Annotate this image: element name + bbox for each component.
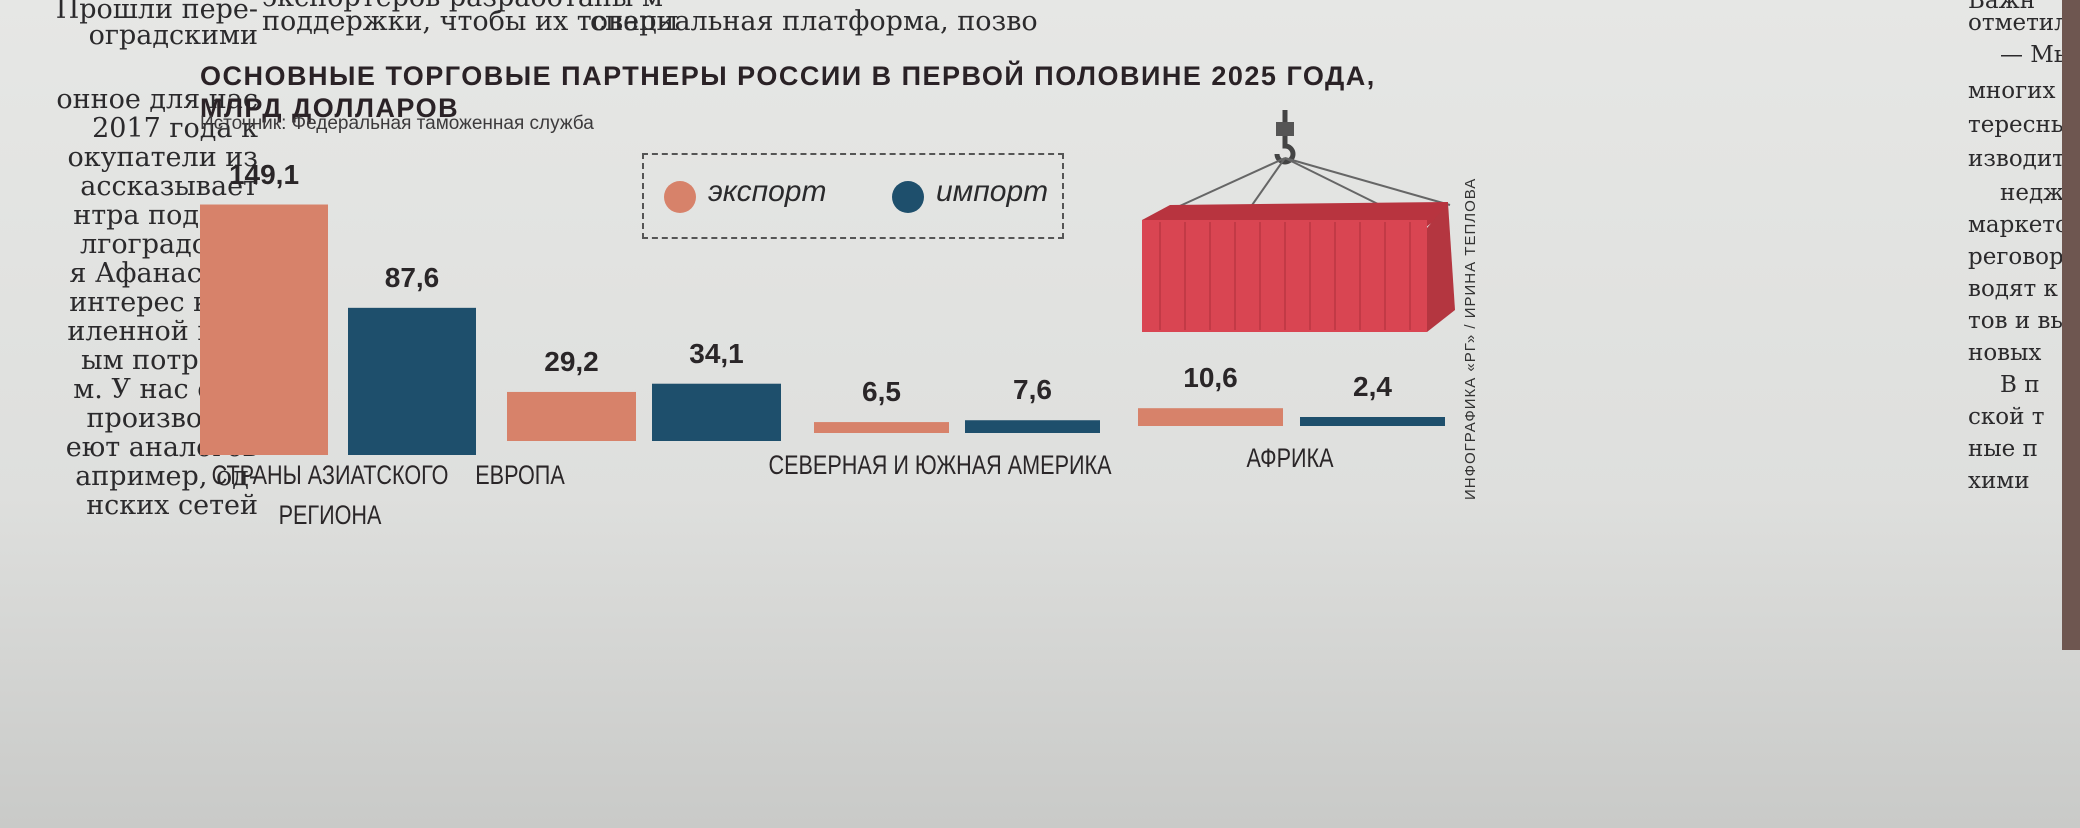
bar-export: [200, 204, 328, 455]
category-label-line: РЕГИОНА: [278, 500, 382, 530]
data-label: 87,6: [384, 261, 440, 293]
article-text-line: ской т: [1968, 404, 2045, 430]
legend-export-swatch: [664, 181, 696, 213]
bar-export: [1138, 408, 1283, 426]
category-label: АФРИКА: [1226, 438, 1354, 478]
chart-title: ОСНОВНЫЕ ТОРГОВЫЕ ПАРТНЕРЫ РОССИИ В ПЕРВ…: [200, 60, 1376, 124]
article-text-line: Важн: [1968, 0, 2036, 14]
article-text-line: поддержки, чтобы их товары: [262, 6, 679, 37]
article-text-line: отметил: [1968, 10, 2063, 36]
article-text-line: новых: [1968, 340, 2042, 366]
chart-source: Источник: Федеральная таможенная служба: [200, 113, 594, 134]
article-text-line: тов и вы: [1968, 308, 2063, 334]
category-label-line: ЕВРОПА: [475, 460, 565, 490]
article-text-line: изводите: [1968, 146, 2063, 172]
legend-import-label: импорт: [936, 175, 1049, 208]
legend-import-swatch: [892, 181, 924, 213]
data-label: 2,4: [1353, 371, 1392, 402]
bar-import: [965, 420, 1100, 433]
data-label: 6,5: [862, 376, 901, 408]
bar-import: [1300, 417, 1445, 426]
data-label: 149,1: [228, 158, 300, 190]
article-text-line: ассказывает: [80, 171, 258, 202]
article-text-line: окупатели из: [67, 142, 258, 173]
article-text-line: оградскими: [88, 20, 258, 51]
article-text-line: маркето: [1968, 212, 2063, 238]
category-label: СТРАНЫ АЗИАТСКОГО РЕГИОНА: [186, 455, 474, 535]
data-label: 34,1: [689, 337, 744, 369]
article-text-line: тересны: [1968, 112, 2063, 138]
data-label: 10,6: [1183, 362, 1238, 394]
article-text-line: реговор: [1968, 244, 2063, 270]
category-label: СЕВЕРНАЯ И ЮЖНАЯ АМЕРИКА: [732, 445, 1148, 485]
bar-export: [814, 422, 949, 433]
bar-chart: [200, 204, 1445, 455]
chart-title-line: МЛРД ДОЛЛАРОВ: [200, 93, 460, 123]
article-text-line: многих п: [1968, 78, 2063, 104]
article-text-line: нских сетей: [86, 490, 258, 521]
bar-import: [652, 383, 781, 441]
article-text-line: хими: [1968, 468, 2030, 494]
category-label-line: СТРАНЫ АЗИАТСКОГО: [211, 460, 449, 490]
article-text-line: онное для нас: [56, 84, 258, 115]
category-label-line: АФРИКА: [1246, 443, 1334, 473]
category-label-line: СЕВЕРНАЯ И ЮЖНАЯ АМЕРИКА: [768, 450, 1112, 480]
article-text-line: Прошли пере-: [55, 0, 258, 25]
article-text-line: водят к: [1968, 276, 2058, 302]
legend-export-label: экспорт: [708, 175, 827, 208]
article-text-line: 2017 года к: [92, 113, 258, 144]
article-text-line: апример, од-: [75, 461, 258, 492]
data-label: 29,2: [544, 345, 599, 377]
article-text-line: — Мы: [2000, 42, 2063, 68]
article-text-line: специальная платформа, позво: [590, 6, 1038, 37]
article-text-line: В п: [2000, 372, 2040, 398]
page-edge: [2062, 0, 2080, 650]
bar-export: [507, 391, 636, 441]
chart-legend: экспорт импорт: [642, 153, 1064, 239]
data-label: 7,6: [1013, 374, 1052, 406]
article-text-line: экспортеров разработаны м: [262, 0, 663, 13]
shipping-container-illustration: [1142, 110, 1455, 332]
category-label: ЕВРОПА: [448, 455, 592, 495]
chart-title-line: ОСНОВНЫЕ ТОРГОВЫЕ ПАРТНЕРЫ РОССИИ В ПЕРВ…: [200, 61, 1376, 91]
crane-hook-icon: [1159, 110, 1451, 216]
bar-import: [348, 307, 476, 455]
infographic-credit: ИНФОГРАФИКА «РГ» / ИРИНА ТЕПЛОВА: [1462, 177, 1479, 500]
article-text-line: ные п: [1968, 436, 2038, 462]
article-text-line: неджер: [2000, 180, 2063, 206]
